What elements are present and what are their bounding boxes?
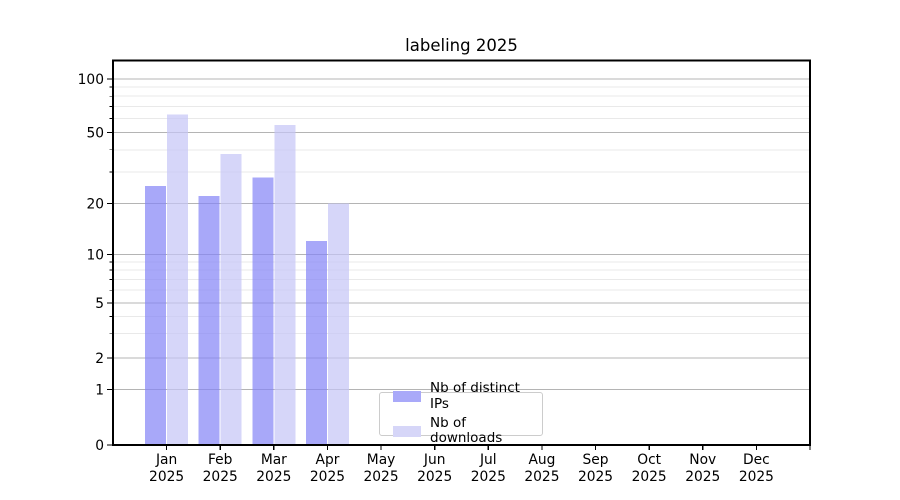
x-tick-label-month: Feb <box>208 452 232 468</box>
x-tick-label-month: Dec <box>743 452 770 468</box>
y-tick-label: 50 <box>86 125 104 141</box>
x-tick-label-month: Sep <box>583 452 609 468</box>
x-tick-label-month: Jul <box>479 452 497 468</box>
bar-downloads-mar <box>274 125 296 446</box>
legend-swatch-distinct-ips <box>393 391 421 403</box>
x-tick-label-month: Jan <box>155 452 177 468</box>
bar-downloads-jan <box>167 114 189 445</box>
legend-swatch-downloads <box>393 425 421 437</box>
x-tick-label-month: Jun <box>423 452 446 468</box>
x-tick-label-year: 2025 <box>632 469 667 485</box>
bar-downloads-feb <box>220 153 242 445</box>
y-tick-label: 0 <box>95 438 104 454</box>
plot-frame <box>112 59 811 446</box>
x-tick-label-year: 2025 <box>685 469 720 485</box>
bar-distinct-ips-jan <box>145 186 167 446</box>
legend-label-downloads: Nb of downloads <box>430 414 503 447</box>
x-tick-label-month: Nov <box>689 452 716 468</box>
x-tick-label-year: 2025 <box>739 469 774 485</box>
x-tick-label-year: 2025 <box>364 469 399 485</box>
y-tick-label: 20 <box>86 196 104 212</box>
x-tick-label-year: 2025 <box>256 469 291 485</box>
legend-label-distinct-ips: Nb of distinct IPs <box>430 380 520 412</box>
x-tick-label-year: 2025 <box>417 469 452 485</box>
chart-title: labeling 2025 <box>405 36 518 55</box>
x-tick-label-year: 2025 <box>310 469 345 485</box>
legend-item-distinct-ips: Nb of distinct IPs <box>393 381 542 412</box>
bar-distinct-ips-feb <box>198 196 220 445</box>
x-tick-label-month: Aug <box>528 452 555 468</box>
bar-distinct-ips-mar <box>252 177 274 445</box>
x-tick-label-year: 2025 <box>471 469 506 485</box>
x-tick-label-year: 2025 <box>203 469 238 485</box>
y-tick-label: 10 <box>86 247 104 263</box>
x-tick-label-month: Mar <box>261 452 287 468</box>
legend: Nb of distinct IPs Nb of downloads <box>379 381 543 446</box>
bar-downloads-apr <box>327 203 349 445</box>
y-tick-label: 100 <box>78 72 104 88</box>
x-tick-label-month: May <box>367 452 396 468</box>
y-tick-label: 2 <box>95 351 104 367</box>
y-tick-label: 5 <box>95 296 104 312</box>
bar-distinct-ips-apr <box>305 241 327 445</box>
y-tick-label: 1 <box>95 382 104 398</box>
legend-item-downloads: Nb of downloads <box>393 414 542 447</box>
x-tick-label-month: Apr <box>316 452 340 468</box>
x-tick-label-year: 2025 <box>149 469 184 485</box>
x-tick-label-year: 2025 <box>578 469 613 485</box>
x-tick-label-month: Oct <box>637 452 661 468</box>
x-tick-label-year: 2025 <box>524 469 559 485</box>
